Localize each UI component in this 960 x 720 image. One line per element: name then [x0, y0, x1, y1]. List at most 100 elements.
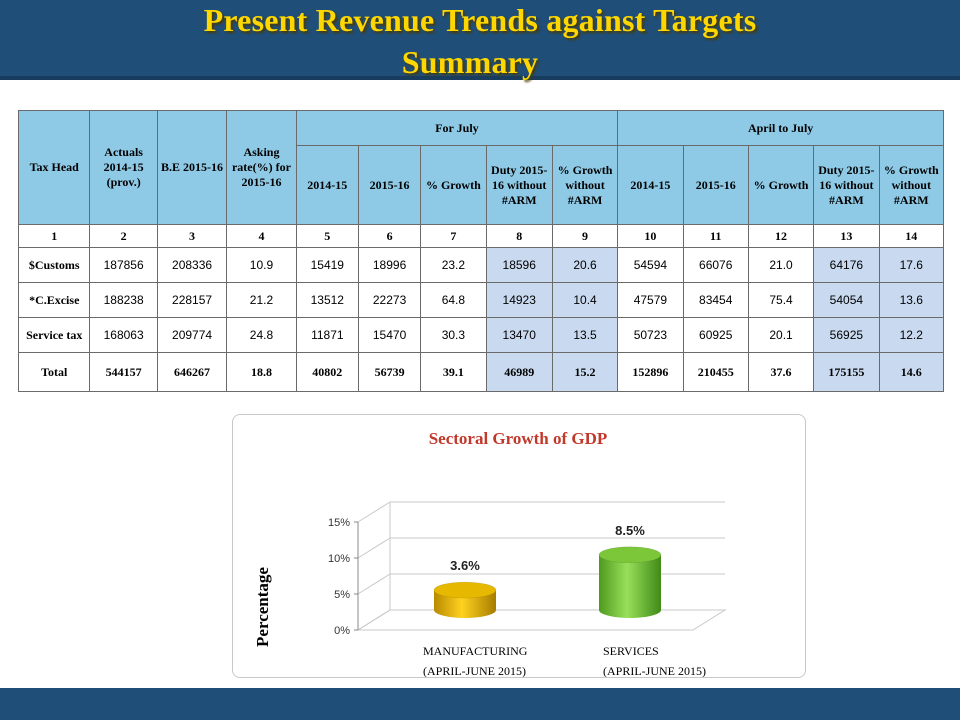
table-cell: 15.2	[551, 352, 619, 392]
gridline-depth	[357, 501, 391, 523]
table-cell: 18996	[357, 247, 422, 283]
table-cell: 30.3	[420, 317, 487, 353]
header-band	[0, 0, 960, 80]
col-header-july-duty: Duty 2015-16 without #ARM	[485, 145, 553, 225]
column-index-row: 1 2 3 4 5 6 7 8 9 10 11 12 13 14	[17, 224, 945, 248]
col-header-july-2014-15: 2014-15	[295, 145, 359, 225]
y-tick-label: 5%	[334, 589, 350, 601]
chart-container: Sectoral Growth of GDP Percentage 0% 5% 10…	[232, 414, 806, 678]
table-cell: 54054	[813, 282, 880, 318]
table-cell: 37.6	[747, 352, 815, 392]
table-cell: 152896	[617, 352, 684, 392]
x-category-label: SERVICES	[603, 644, 659, 658]
table-cell: 13.6	[878, 282, 945, 318]
table-cell: 210455	[682, 352, 749, 392]
col-header-be: B.E 2015-16	[156, 110, 228, 225]
table-cell: 175155	[813, 352, 880, 392]
data-label: 3.6%	[450, 558, 480, 573]
y-tick-label: 10%	[328, 553, 350, 565]
table-cell: 20.6	[551, 247, 619, 283]
table-cell: 12.2	[878, 317, 945, 353]
table-cell: 15470	[357, 317, 422, 353]
column-index: 12	[747, 224, 815, 248]
table-cell: 56739	[357, 352, 422, 392]
column-index: 14	[878, 224, 945, 248]
column-index: 11	[682, 224, 749, 248]
chart-title: Sectoral Growth of GDP	[429, 429, 608, 448]
column-index: 10	[617, 224, 684, 248]
table-cell: 83454	[682, 282, 749, 318]
table-cell: 40802	[295, 352, 359, 392]
table-cell: 10.9	[226, 247, 297, 283]
column-index: 8	[485, 224, 553, 248]
table-cell: 17.6	[878, 247, 945, 283]
data-label: 8.5%	[615, 523, 645, 538]
column-index: 7	[420, 224, 487, 248]
table-cell: 64176	[813, 247, 880, 283]
table-cell: 168063	[89, 317, 158, 353]
y-tick-label: 15%	[328, 517, 350, 529]
table-cell: 544157	[89, 352, 158, 392]
col-header-tax-head: Tax Head	[17, 110, 91, 225]
table-cell: 646267	[156, 352, 228, 392]
page-title: Present Revenue Trends against Targets	[203, 2, 757, 38]
page-subtitle: Summary	[401, 44, 539, 80]
column-index: 3	[156, 224, 228, 248]
table-row-total: Total 544157 646267 18.8 40802 56739 39.…	[17, 352, 945, 392]
table-cell: 188238	[89, 282, 158, 318]
table-cell: 75.4	[747, 282, 815, 318]
revenue-table: Tax Head Actuals 2014-15 (prov.) B.E 201…	[17, 110, 945, 392]
table-cell: 64.8	[420, 282, 487, 318]
row-label: Service tax	[17, 317, 91, 353]
table-cell: 60925	[682, 317, 749, 353]
col-header-apr-jul-2014-15: 2014-15	[617, 145, 684, 225]
table-cell: 10.4	[551, 282, 619, 318]
table-row: Service tax 168063 209774 24.8 11871 154…	[17, 317, 945, 353]
x-category-label: (APRIL-JUNE 2015)	[603, 664, 706, 677]
col-header-july-2015-16: 2015-16	[357, 145, 422, 225]
col-group-for-july: For July	[295, 110, 619, 146]
x-category-label: (APRIL-JUNE 2015)	[423, 664, 526, 677]
table-cell: 21.0	[747, 247, 815, 283]
table-cell: 209774	[156, 317, 228, 353]
table-cell: 14923	[485, 282, 553, 318]
y-tick-label: 0%	[334, 625, 350, 637]
table-cell: 15419	[295, 247, 359, 283]
table-cell: 187856	[89, 247, 158, 283]
column-index: 6	[357, 224, 422, 248]
col-group-april-to-july: April to July	[617, 110, 944, 146]
table-cell: 39.1	[420, 352, 487, 392]
table-cell: 13.5	[551, 317, 619, 353]
col-header-apr-jul-2015-16: 2015-16	[682, 145, 749, 225]
column-index: 1	[17, 224, 91, 248]
table-cell: 46989	[485, 352, 553, 392]
table-cell: 18596	[485, 247, 553, 283]
table-cell: 56925	[813, 317, 880, 353]
table-cell: 20.1	[747, 317, 815, 353]
bar-top	[598, 546, 662, 564]
column-index: 2	[89, 224, 158, 248]
bar	[599, 554, 661, 618]
chart-floor	[356, 609, 727, 631]
table-cell: 208336	[156, 247, 228, 283]
column-index: 4	[226, 224, 297, 248]
table-cell: 228157	[156, 282, 228, 318]
gridline-depth	[357, 537, 391, 559]
table-cell: 23.2	[420, 247, 487, 283]
x-category-label: MANUFACTURING	[423, 644, 528, 658]
col-header-apr-jul-growth-wo-arm: % Growth without #ARM	[878, 145, 945, 225]
table-row: $Customs 187856 208336 10.9 15419 18996 …	[17, 247, 945, 283]
y-axis-label: Percentage	[253, 567, 272, 647]
footer-band	[0, 688, 960, 720]
table-cell: 13470	[485, 317, 553, 353]
table-cell: 47579	[617, 282, 684, 318]
row-label: Total	[17, 352, 91, 392]
row-label: $Customs	[17, 247, 91, 283]
table-cell: 14.6	[878, 352, 945, 392]
col-header-apr-jul-growth: % Growth	[747, 145, 815, 225]
gdp-growth-chart: Sectoral Growth of GDP Percentage 0% 5% 10…	[253, 429, 727, 677]
column-index: 13	[813, 224, 880, 248]
table-cell: 11871	[295, 317, 359, 353]
table-cell: 22273	[357, 282, 422, 318]
table-cell: 66076	[682, 247, 749, 283]
